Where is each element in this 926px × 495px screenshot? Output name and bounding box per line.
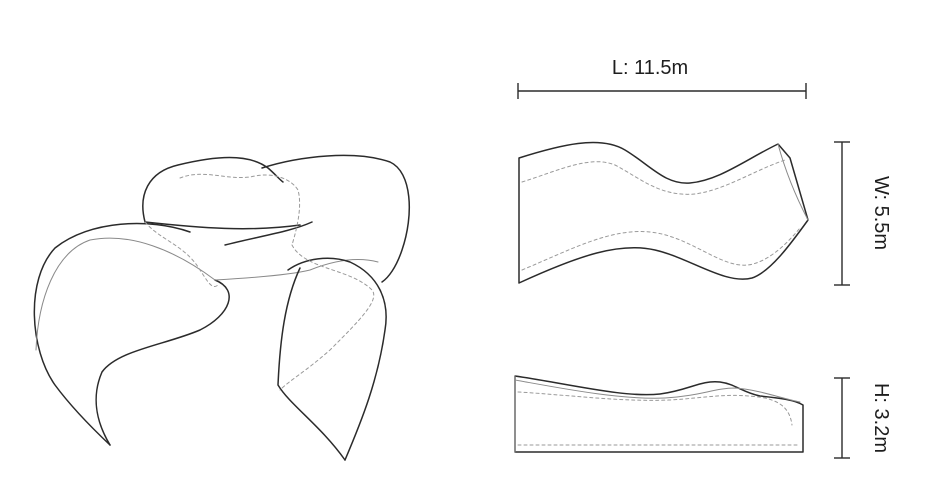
perspective-middle-edge (214, 259, 379, 281)
side-view-top-edge (514, 379, 801, 403)
width-dimension: W: 5.5m (834, 141, 892, 286)
perspective-top-band (261, 154, 410, 283)
top-view (518, 141, 809, 284)
perspective-right-leaf (277, 267, 346, 461)
side-view (514, 375, 804, 453)
height-label: H: 3.2m (870, 383, 892, 453)
perspective-middle-surface (144, 221, 313, 246)
perspective-hidden-top (179, 173, 301, 246)
perspective-left-leaf (33, 222, 191, 446)
perspective-left-leaf-inner (95, 279, 230, 446)
top-view-outline (518, 141, 809, 284)
length-label: L: 11.5m (612, 57, 688, 79)
width-label: W: 5.5m (870, 176, 892, 250)
perspective-right-leaf-front (287, 257, 387, 461)
top-view-right-edge (777, 143, 809, 221)
top-view-hidden-bottom (521, 227, 801, 271)
top-view-hidden-top (521, 159, 786, 195)
side-view-hidden-top (517, 391, 793, 426)
perspective-left-leaf-edge (35, 237, 216, 351)
perspective-hidden-left (144, 221, 219, 287)
perspective-top-lobe (142, 156, 284, 223)
perspective-view (33, 154, 410, 461)
height-dimension: H: 3.2m (834, 377, 892, 459)
side-view-outline (514, 375, 804, 453)
perspective-hidden-right (279, 244, 375, 391)
length-dimension: L: 11.5m (517, 57, 807, 99)
